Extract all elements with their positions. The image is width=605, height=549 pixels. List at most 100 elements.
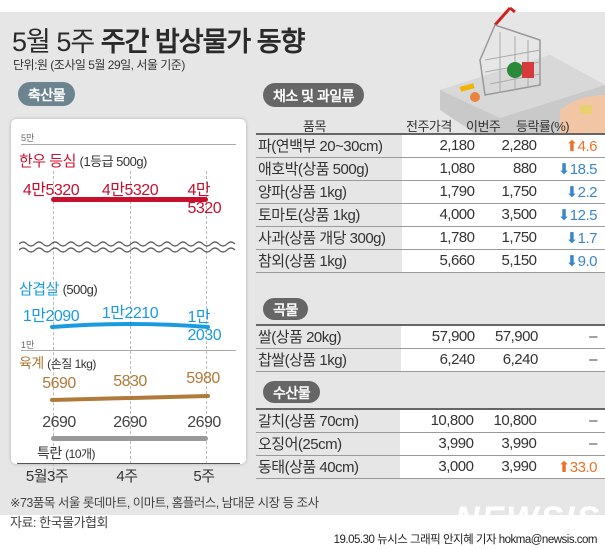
table-row: 갈치(상품 70cm) 10,800 10,800– xyxy=(256,408,605,433)
vegetables-table: 파(연백부 20~30cm) 2,180 2,280 ⬆4.6 애호박(상품 500g)… xyxy=(256,133,605,273)
current-price: 3,500 xyxy=(482,203,543,227)
up-arrow-icon: ⬆ xyxy=(557,458,571,476)
change-rate: ⬇1.7 xyxy=(542,226,605,250)
axis-label-50k: 5만 xyxy=(21,133,35,143)
unit-note: 단위:원 (조사일 5월 29일, 서울 기준) xyxy=(13,58,185,72)
table-row: 양파(상품 1kg) 1,790 1,750 ⬇2.2 xyxy=(256,180,605,204)
change-rate: ⬇12.5 xyxy=(542,203,605,227)
down-arrow-icon: ⬇ xyxy=(557,160,571,178)
shopping-cart-card-illustration xyxy=(440,6,605,155)
current-price: 1,750 xyxy=(482,226,543,250)
prev-price: 3,000 xyxy=(400,455,482,479)
column-header-current: 이번주 xyxy=(466,119,501,134)
item-name: 갈치(상품 70cm) xyxy=(256,408,401,433)
axis-break-icon xyxy=(19,241,236,253)
newsis-logo: NEWSIS xyxy=(455,500,602,538)
table-row: 참외(상품 1kg) 5,660 5,150 ⬇9.0 xyxy=(256,249,605,273)
value-samgyeopsal-w5: 1만2030 xyxy=(187,309,222,344)
value-hanwoo-w3: 4만5320 xyxy=(22,182,80,199)
change-value: 2.2 xyxy=(577,183,598,201)
value-samgyeopsal-w3: 1만2090 xyxy=(22,308,80,325)
axis-line-10k xyxy=(21,350,236,351)
axis-label-10k: 1만 xyxy=(21,340,35,350)
current-price: 1,750 xyxy=(482,180,543,204)
line-samgyeopsal xyxy=(50,322,210,329)
change-value: 18.5 xyxy=(569,160,598,178)
value-egg-w3: 2690 xyxy=(42,414,76,431)
credit-line: 19.05.30 뉴시스 그래픽 안지혜 기자 hokma@newsis.com xyxy=(333,534,598,546)
change-rate: ⬇18.5 xyxy=(542,157,605,181)
x-tick-week4: 4주 xyxy=(116,468,138,485)
column-header-change: 등락률(%) xyxy=(516,119,570,134)
up-arrow-icon: ⬆ xyxy=(565,137,579,155)
prev-price: 3,990 xyxy=(400,432,482,456)
current-price: 6,240 xyxy=(482,348,544,372)
value-chicken-w5: 5980 xyxy=(186,370,220,387)
down-arrow-icon: ⬇ xyxy=(557,206,571,224)
line-hanwoo xyxy=(51,197,208,202)
page-title: 5월 5주 주간 밥상물가 동향 xyxy=(12,20,306,59)
change-value: 9.0 xyxy=(577,252,598,270)
value-chicken-w4: 5830 xyxy=(113,373,147,390)
item-name: 참외(상품 1kg) xyxy=(256,249,403,273)
series-label-chicken: 육계 (손질 1kg) xyxy=(19,355,96,371)
item-name: 토마토(상품 1kg) xyxy=(256,203,403,227)
section-label-livestock: 축산물 xyxy=(18,82,76,106)
source-note: 자료: 한국물가협회 xyxy=(10,515,108,530)
section-label-grains: 곡물 xyxy=(263,298,308,320)
item-name: 오징어(25cm) xyxy=(256,432,401,456)
change-rate: ⬇2.2 xyxy=(542,180,605,204)
table-row: 애호박(상품 500g) 1,080 880 ⬇18.5 xyxy=(256,157,605,181)
prev-price: 57,900 xyxy=(400,324,483,349)
value-egg-w5: 2690 xyxy=(187,414,221,431)
prev-price: 1,780 xyxy=(402,226,483,250)
prev-price: 5,660 xyxy=(402,249,483,273)
current-price: 3,990 xyxy=(481,432,543,456)
livestock-chart: 5만 한우 등심 (1등급 500g) 4만5320 4만5320 4만5320… xyxy=(11,119,246,471)
change-rate: ⬇9.0 xyxy=(542,249,605,273)
current-price: 880 xyxy=(482,157,543,181)
x-axis xyxy=(17,463,240,464)
value-hanwoo-w4: 4만5320 xyxy=(101,182,159,199)
prev-price: 6,240 xyxy=(400,348,483,372)
table-row: 찹쌀(상품 1kg) 6,240 6,240– xyxy=(256,348,605,372)
item-name: 양파(상품 1kg) xyxy=(256,180,403,204)
change-rate: – xyxy=(543,348,605,372)
series-label-egg: 특란 (10개) xyxy=(37,445,96,461)
title-main: 주간 밥상물가 동향 xyxy=(100,27,306,57)
line-egg xyxy=(51,436,208,441)
grains-table: 쌀(상품 20kg) 57,900 57,900– 찹쌀(상품 1kg) 6,240 6,… xyxy=(256,324,605,372)
table-row: 오징어(25cm) 3,990 3,990– xyxy=(256,432,605,456)
series-label-hanwoo: 한우 등심 (1등급 500g) xyxy=(19,153,147,170)
survey-note: ※73품목 서울 롯데마트, 이마트, 홈플러스, 남대문 시장 등 조사 xyxy=(10,496,319,510)
item-name: 동태(상품 40cm) xyxy=(256,455,401,479)
change-rate: – xyxy=(542,408,605,433)
current-price: 3,990 xyxy=(481,455,543,479)
down-arrow-icon: ⬇ xyxy=(565,252,579,270)
change-value: 4.6 xyxy=(577,137,598,155)
change-rate: ⬆4.6 xyxy=(542,133,605,158)
current-price: 57,900 xyxy=(482,324,544,349)
prev-price: 4,000 xyxy=(402,203,483,227)
current-price: 5,150 xyxy=(482,249,543,273)
current-price: 2,280 xyxy=(482,133,543,158)
seafood-table: 갈치(상품 70cm) 10,800 10,800– 오징어(25cm) 3,990 3,… xyxy=(256,408,605,479)
gridline-week4 xyxy=(130,171,131,464)
x-tick-week5: 5주 xyxy=(193,468,215,485)
change-value: 1.7 xyxy=(577,229,598,247)
change-rate: ⬆33.0 xyxy=(542,455,605,479)
table-row: 토마토(상품 1kg) 4,000 3,500 ⬇12.5 xyxy=(256,203,605,227)
section-label-seafood: 수산물 xyxy=(263,381,321,403)
current-price: 10,800 xyxy=(481,408,543,433)
prev-price: 2,180 xyxy=(402,133,483,158)
title-week: 5월 5주 xyxy=(12,27,95,57)
table-row: 사과(상품 개당 300g) 1,780 1,750 ⬇1.7 xyxy=(256,226,605,250)
gridline-week5 xyxy=(206,171,207,464)
change-value: – xyxy=(589,351,597,368)
item-name: 파(연백부 20~30cm) xyxy=(256,133,403,158)
change-rate: – xyxy=(543,324,605,349)
item-name: 찹쌀(상품 1kg) xyxy=(256,348,401,372)
series-label-samgyeopsal: 삼겹살 (500g) xyxy=(19,281,98,298)
change-value: – xyxy=(589,328,597,346)
value-chicken-w3: 5690 xyxy=(42,375,76,392)
